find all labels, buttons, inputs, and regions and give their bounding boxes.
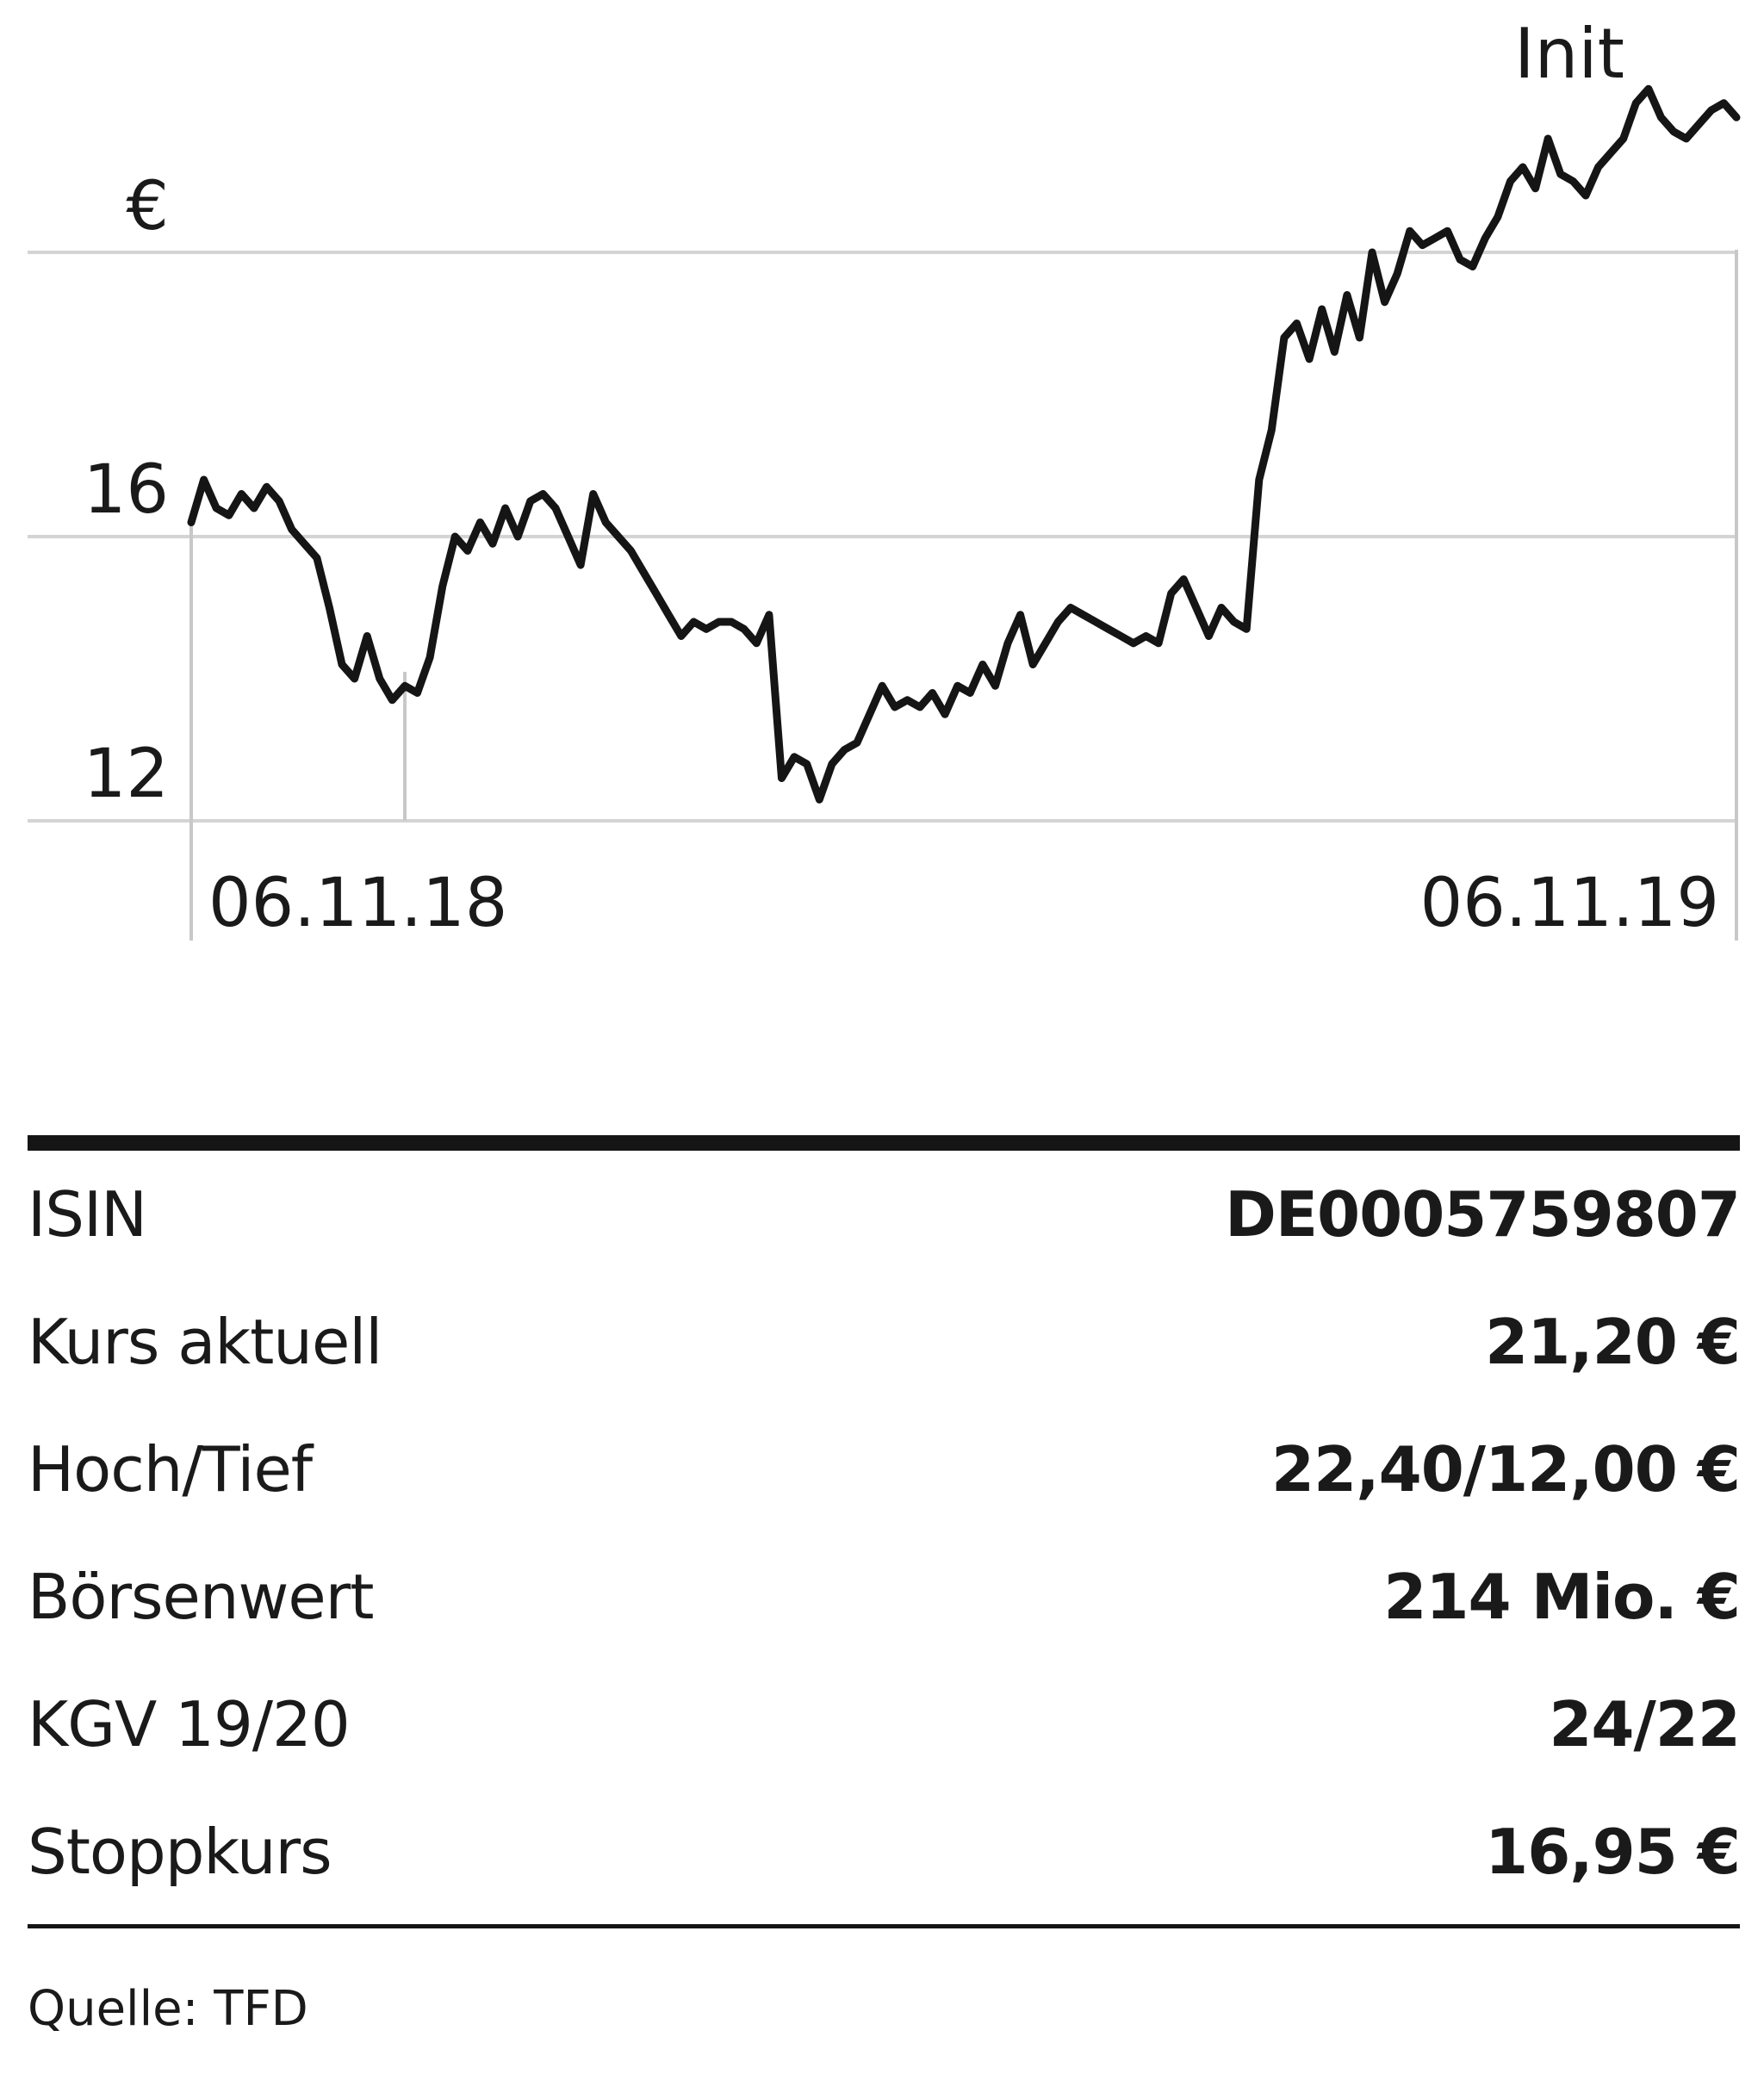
row-value: DE0005759807: [1225, 1178, 1741, 1251]
stock-price-chart: Init € 12 16 06.11.18 06.11.19: [28, 14, 1741, 942]
table-row-hoch-tief: Hoch/Tief 22,40/12,00 €: [28, 1406, 1741, 1533]
chart-x-ticks: [189, 250, 1738, 941]
row-value: 214 Mio. €: [1383, 1561, 1741, 1633]
y-tick-labels: 12 16: [84, 451, 169, 813]
row-value: 21,20 €: [1485, 1306, 1741, 1378]
table-row-isin: ISIN DE0005759807: [28, 1151, 1741, 1278]
x-tick-labels: 06.11.18 06.11.19: [208, 865, 1719, 942]
y-axis-unit-label: €: [126, 168, 169, 245]
row-value: 24/22: [1549, 1688, 1741, 1760]
x-tick-label: 06.11.19: [1420, 865, 1719, 942]
table-bottom-rule: [28, 1924, 1740, 1928]
row-label: Hoch/Tief: [28, 1433, 313, 1506]
series-line: [187, 84, 1741, 804]
chart-title: Init: [1514, 14, 1624, 94]
table-row-kurs-aktuell: Kurs aktuell 21,20 €: [28, 1278, 1741, 1406]
row-label: KGV 19/20: [28, 1688, 351, 1760]
row-label: Börsenwert: [28, 1561, 375, 1633]
table-top-rule: [28, 1135, 1740, 1151]
row-label: Kurs aktuell: [28, 1306, 382, 1378]
row-value: 16,95 €: [1485, 1816, 1741, 1888]
y-tick-label: 12: [84, 736, 169, 813]
table-row-stoppkurs: Stoppkurs 16,95 €: [28, 1788, 1741, 1916]
row-label: ISIN: [28, 1178, 147, 1251]
row-value: 22,40/12,00 €: [1271, 1433, 1741, 1506]
chart-gridlines: [28, 251, 1736, 823]
row-label: Stoppkurs: [28, 1816, 332, 1888]
y-tick-label: 16: [84, 451, 169, 529]
stock-facts-table: ISIN DE0005759807 Kurs aktuell 21,20 € H…: [28, 1135, 1741, 1928]
table-row-boersenwert: Börsenwert 214 Mio. €: [28, 1533, 1741, 1661]
table-row-kgv: KGV 19/20 24/22: [28, 1661, 1741, 1788]
table-rows: ISIN DE0005759807 Kurs aktuell 21,20 € H…: [28, 1151, 1741, 1916]
source-note: Quelle: TFD: [28, 1981, 308, 2037]
x-tick-label: 06.11.18: [208, 865, 507, 942]
